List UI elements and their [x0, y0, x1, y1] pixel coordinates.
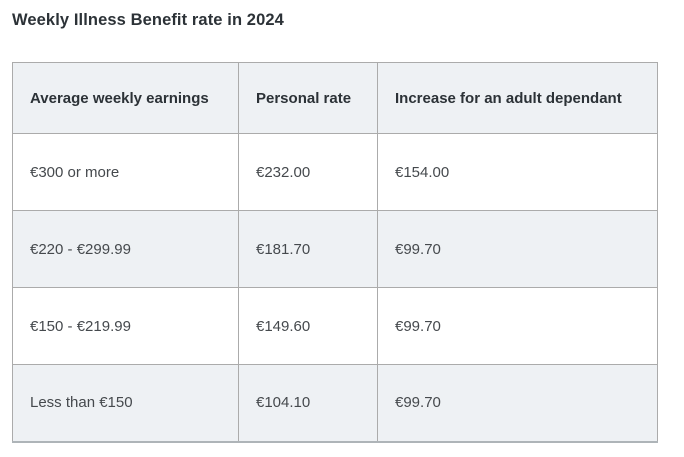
table-row: €150 - €219.99 €149.60 €99.70 [12, 287, 658, 365]
table-cell-personal-rate: €104.10 [238, 364, 378, 442]
table-cell-personal-rate: €149.60 [238, 287, 378, 365]
table-cell-personal-rate: €232.00 [238, 133, 378, 211]
table-cell-adult-dependant: €99.70 [377, 364, 658, 442]
table-cell-earnings: Less than €150 [12, 364, 239, 442]
table-row: €220 - €299.99 €181.70 €99.70 [12, 210, 658, 288]
illness-benefit-rates-table: Average weekly earnings Personal rate In… [12, 62, 658, 443]
header-cell-personal-rate: Personal rate [238, 62, 378, 134]
header-cell-increase-adult-dependant: Increase for an adult dependant [377, 62, 658, 134]
header-cell-average-weekly-earnings: Average weekly earnings [12, 62, 239, 134]
table-cell-adult-dependant: €99.70 [377, 210, 658, 288]
page-title: Weekly Illness Benefit rate in 2024 [12, 11, 284, 29]
table-row: €300 or more €232.00 €154.00 [12, 133, 658, 211]
table-cell-earnings: €150 - €219.99 [12, 287, 239, 365]
table-cell-earnings: €300 or more [12, 133, 239, 211]
table-cell-earnings: €220 - €299.99 [12, 210, 239, 288]
table-cell-adult-dependant: €99.70 [377, 287, 658, 365]
table-header-row: Average weekly earnings Personal rate In… [12, 62, 658, 134]
table-cell-personal-rate: €181.70 [238, 210, 378, 288]
table-cell-adult-dependant: €154.00 [377, 133, 658, 211]
table-row: Less than €150 €104.10 €99.70 [12, 364, 658, 442]
